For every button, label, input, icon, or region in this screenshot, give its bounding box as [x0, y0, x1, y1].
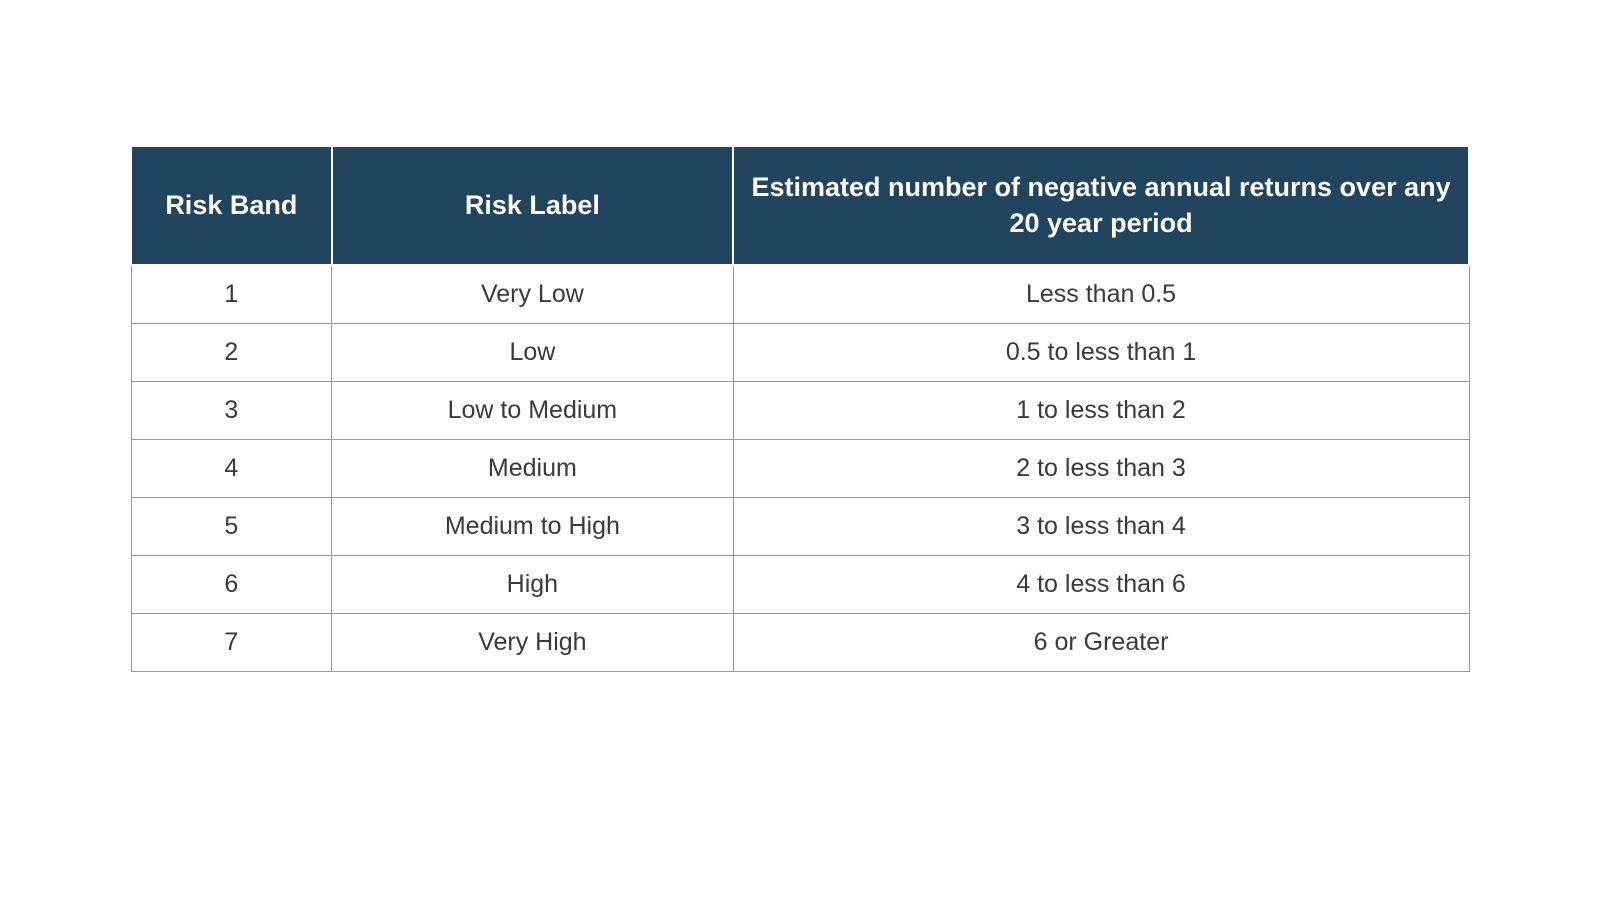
cell-risk-band: 1 — [131, 265, 332, 324]
cell-risk-label: Low — [332, 323, 733, 381]
cell-estimate: 1 to less than 2 — [733, 381, 1469, 439]
cell-estimate: 0.5 to less than 1 — [733, 323, 1469, 381]
cell-risk-label: Medium to High — [332, 497, 733, 555]
cell-risk-label: Very High — [332, 613, 733, 671]
cell-risk-band: 5 — [131, 497, 332, 555]
cell-risk-label: Very Low — [332, 265, 733, 324]
cell-risk-band: 2 — [131, 323, 332, 381]
cell-estimate: 2 to less than 3 — [733, 439, 1469, 497]
cell-estimate: 6 or Greater — [733, 613, 1469, 671]
risk-table: Risk Band Risk Label Estimated number of… — [130, 145, 1470, 672]
table-row: 1 Very Low Less than 0.5 — [131, 265, 1469, 324]
risk-table-container: Risk Band Risk Label Estimated number of… — [130, 145, 1470, 672]
cell-risk-label: Medium — [332, 439, 733, 497]
table-row: 6 High 4 to less than 6 — [131, 555, 1469, 613]
table-header-row: Risk Band Risk Label Estimated number of… — [131, 146, 1469, 265]
table-row: 2 Low 0.5 to less than 1 — [131, 323, 1469, 381]
table-row: 5 Medium to High 3 to less than 4 — [131, 497, 1469, 555]
cell-risk-band: 7 — [131, 613, 332, 671]
cell-risk-band: 4 — [131, 439, 332, 497]
cell-estimate: Less than 0.5 — [733, 265, 1469, 324]
cell-risk-band: 6 — [131, 555, 332, 613]
table-row: 7 Very High 6 or Greater — [131, 613, 1469, 671]
cell-risk-label: High — [332, 555, 733, 613]
col-header-risk-band: Risk Band — [131, 146, 332, 265]
cell-estimate: 4 to less than 6 — [733, 555, 1469, 613]
col-header-estimate: Estimated number of negative annual retu… — [733, 146, 1469, 265]
cell-risk-band: 3 — [131, 381, 332, 439]
table-row: 3 Low to Medium 1 to less than 2 — [131, 381, 1469, 439]
cell-risk-label: Low to Medium — [332, 381, 733, 439]
col-header-risk-label: Risk Label — [332, 146, 733, 265]
table-row: 4 Medium 2 to less than 3 — [131, 439, 1469, 497]
cell-estimate: 3 to less than 4 — [733, 497, 1469, 555]
